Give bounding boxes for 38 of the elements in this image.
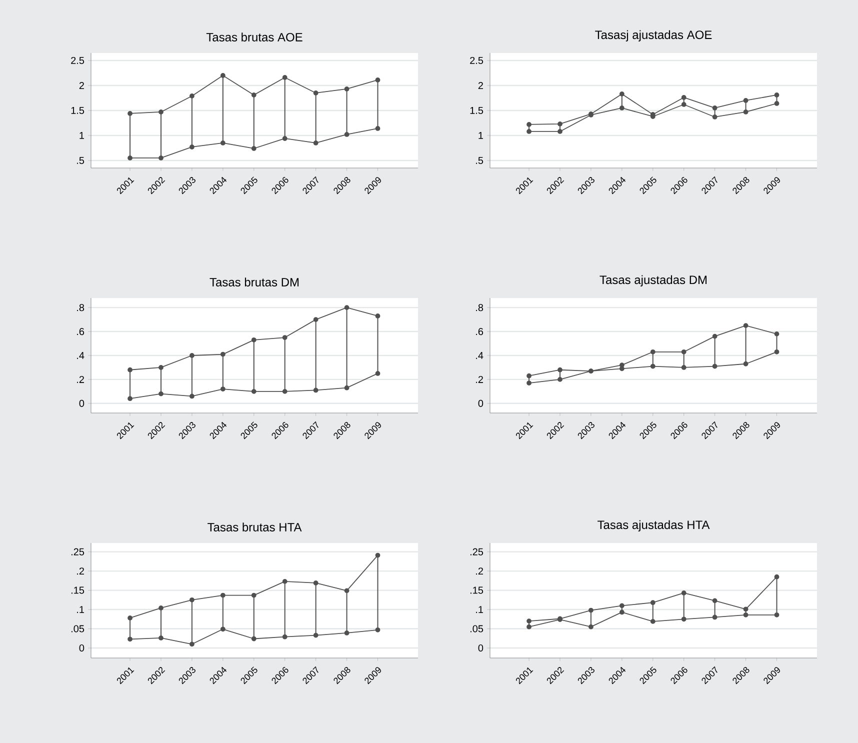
- y-tick-label: .8: [476, 304, 484, 312]
- y-tick-label: .5: [77, 156, 84, 164]
- chart-title: Tasas brutas AOE: [206, 32, 302, 42]
- y-tick-label: .4: [77, 352, 84, 359]
- y-tick-label: .05: [71, 625, 84, 632]
- y-tick-label: 2: [79, 82, 84, 89]
- y-tick-label: .5: [476, 156, 484, 164]
- chart-title: Tasas brutas DM: [210, 278, 299, 286]
- y-tick-label: .1: [476, 606, 483, 613]
- y-tick-label: 1: [478, 132, 483, 139]
- y-tick-label: .25: [470, 548, 484, 556]
- chart-title: Tasasj ajustadas AOE: [595, 30, 712, 42]
- chart-title: Tasas ajustadas HTA: [598, 520, 710, 532]
- y-tick-label: .1: [77, 606, 84, 613]
- y-tick-label: .2: [476, 376, 483, 383]
- y-tick-label: 1.5: [470, 106, 484, 114]
- y-tick-label: 0: [79, 400, 84, 407]
- y-tick-label: .15: [71, 586, 84, 594]
- y-tick-label: .05: [470, 625, 484, 632]
- y-tick-label: 2: [478, 82, 483, 89]
- y-tick-label: .15: [470, 586, 484, 594]
- y-tick-label: .6: [476, 328, 484, 336]
- y-tick-label: 0: [478, 644, 484, 652]
- y-tick-label: .6: [77, 328, 84, 336]
- y-tick-label: 2.5: [470, 56, 484, 64]
- y-tick-label: .4: [476, 352, 484, 359]
- y-tick-label: 1.5: [71, 106, 84, 114]
- y-tick-label: .2: [476, 568, 483, 575]
- y-tick-label: 0: [79, 644, 84, 652]
- y-tick-label: 1: [80, 132, 84, 139]
- y-tick-label: .2: [77, 376, 84, 383]
- y-tick-label: 0: [478, 400, 484, 407]
- y-tick-label: 2.5: [71, 56, 84, 64]
- y-tick-label: .25: [71, 548, 84, 556]
- y-tick-label: .8: [77, 304, 84, 312]
- chart-title: Tasas brutas HTA: [208, 522, 302, 532]
- chart-title: Tasas ajustadas DM: [600, 275, 707, 286]
- y-tick-label: .2: [77, 568, 84, 575]
